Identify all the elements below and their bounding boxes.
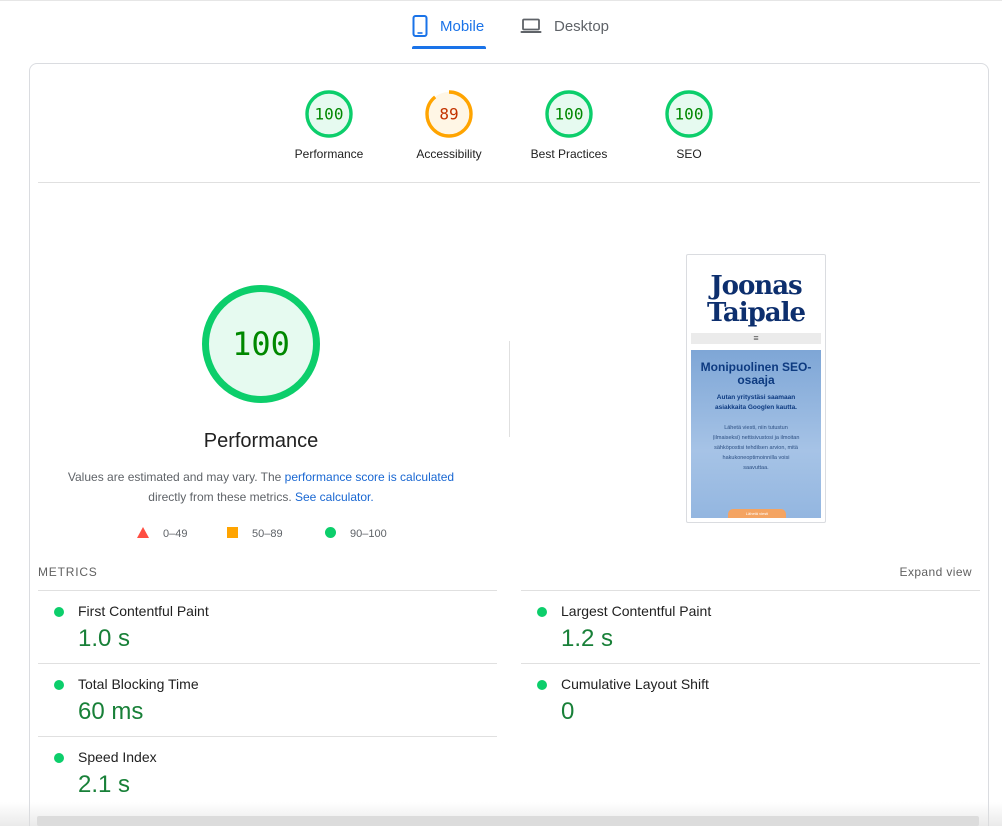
gauges-divider: [38, 182, 980, 183]
legend-average: 50–89: [227, 527, 283, 541]
hero-title: Monipuolinen SEO-osaaja: [700, 360, 812, 387]
metrics-heading: METRICS: [38, 565, 98, 579]
metric-value: 60 ms: [78, 698, 144, 725]
performance-gauge-track: [307, 92, 351, 136]
summary-description: Values are estimated and may vary. The p…: [60, 467, 462, 507]
summary-gauge-track: [205, 288, 317, 400]
pass-dot-icon: [537, 680, 547, 690]
accessibility-score: 89: [439, 105, 458, 124]
summary-divider: [509, 341, 510, 437]
hero-button: Lähetä viesti: [728, 509, 786, 518]
best-practices-gauge-arc: [545, 90, 593, 138]
metric-value: 1.0 s: [78, 625, 131, 652]
seo-label: SEO: [676, 147, 702, 161]
metric-label: Cumulative Layout Shift: [561, 676, 709, 692]
seo-gauge-track: [667, 92, 711, 136]
seo-gauge-arc: [665, 90, 713, 138]
category-accessibility[interactable]: 89 Accessibility: [389, 89, 509, 161]
report-card: 100 Performance 89 Accessibility 100 Bes…: [29, 63, 989, 826]
metric-tbt: Total Blocking Time 60 ms: [38, 663, 497, 736]
legend-pass: 90–100: [325, 527, 387, 541]
tab-desktop-label: Desktop: [554, 17, 610, 35]
legend-fail: 0–49: [137, 527, 187, 541]
accessibility-gauge: 89: [425, 90, 473, 138]
summary-gauge-arc: [202, 285, 320, 403]
performance-summary-gauge: 100: [202, 285, 320, 403]
metric-label: First Contentful Paint: [78, 603, 209, 619]
performance-gauge-arc: [305, 90, 353, 138]
best-practices-score: 100: [555, 105, 584, 124]
pass-dot-icon: [54, 607, 64, 617]
desc-prefix: Values are estimated and may vary. The: [67, 470, 285, 484]
laptop-icon: [520, 18, 542, 34]
score-calculated-link[interactable]: performance score is calculated: [284, 470, 455, 484]
tab-mobile-label: Mobile: [440, 17, 485, 35]
seo-gauge: 100: [665, 90, 713, 138]
best-practices-label: Best Practices: [530, 147, 608, 161]
expand-view-toggle[interactable]: Expand view: [899, 565, 972, 579]
logo-line2: Taipale: [706, 298, 806, 328]
red-triangle-icon: [137, 527, 149, 541]
see-calculator-link[interactable]: See calculator.: [294, 490, 374, 504]
metric-value: 1.2 s: [561, 625, 614, 652]
seo-score: 100: [675, 105, 704, 124]
thumbnail-logo: Joonas Taipale: [687, 273, 825, 327]
metric-cls: Cumulative Layout Shift 0: [521, 663, 980, 736]
performance-score: 100: [315, 105, 344, 124]
metric-fcp: First Contentful Paint 1.0 s: [38, 590, 497, 663]
score-legend: 0–49 50–89 90–100: [137, 527, 407, 543]
metric-si: Speed Index 2.1 s: [38, 736, 497, 809]
category-best-practices[interactable]: 100 Best Practices: [509, 89, 629, 161]
pass-dot-icon: [54, 753, 64, 763]
best-practices-gauge: 100: [545, 90, 593, 138]
tab-desktop[interactable]: Desktop: [520, 1, 620, 51]
metric-label: Speed Index: [78, 749, 157, 765]
best-practices-gauge-track: [547, 92, 591, 136]
metric-value: 2.1 s: [78, 771, 131, 798]
orange-square-icon: [227, 527, 238, 541]
pass-dot-icon: [537, 607, 547, 617]
category-gauges: 100 Performance 89 Accessibility 100 Bes…: [30, 89, 990, 184]
green-circle-icon: [325, 527, 336, 541]
summary-title: Performance: [203, 430, 319, 452]
desc-middle: directly from these metrics.: [148, 490, 295, 504]
metric-label: Largest Contentful Paint: [561, 603, 712, 619]
thumbnail-hero: Monipuolinen SEO-osaaja Autan yritystäsi…: [691, 350, 821, 518]
legend-pass-range: 90–100: [350, 528, 387, 540]
hamburger-menu-icon: ≡: [691, 333, 821, 344]
performance-label: Performance: [294, 147, 364, 161]
device-tabs: Mobile Desktop: [0, 0, 1002, 50]
accessibility-label: Accessibility: [416, 147, 482, 161]
metric-label: Total Blocking Time: [78, 676, 199, 692]
accessibility-gauge-arc: [425, 90, 473, 138]
legend-average-range: 50–89: [252, 528, 283, 540]
summary-score: 100: [232, 325, 290, 363]
accessibility-gauge-track: [427, 92, 471, 136]
page-screenshot-thumbnail[interactable]: Joonas Taipale ≡ Monipuolinen SEO-osaaja…: [686, 254, 826, 523]
legend-fail-range: 0–49: [163, 528, 188, 540]
metric-lcp: Largest Contentful Paint 1.2 s: [521, 590, 980, 663]
hero-subtitle: Autan yritystäsi saamaan asiakkaita Goog…: [714, 394, 797, 411]
hero-body: Lähetä viesti, niin tutustun (ilmaiseksi…: [712, 425, 800, 471]
pass-dot-icon: [54, 680, 64, 690]
smartphone-icon: [412, 15, 428, 37]
metric-value: 0: [561, 698, 575, 725]
horizontal-scrollbar[interactable]: [37, 816, 979, 826]
tab-mobile[interactable]: Mobile: [412, 1, 486, 51]
category-performance[interactable]: 100 Performance: [269, 89, 389, 161]
performance-gauge: 100: [305, 90, 353, 138]
category-seo[interactable]: 100 SEO: [629, 89, 749, 161]
logo-line1: Joonas: [710, 271, 802, 301]
